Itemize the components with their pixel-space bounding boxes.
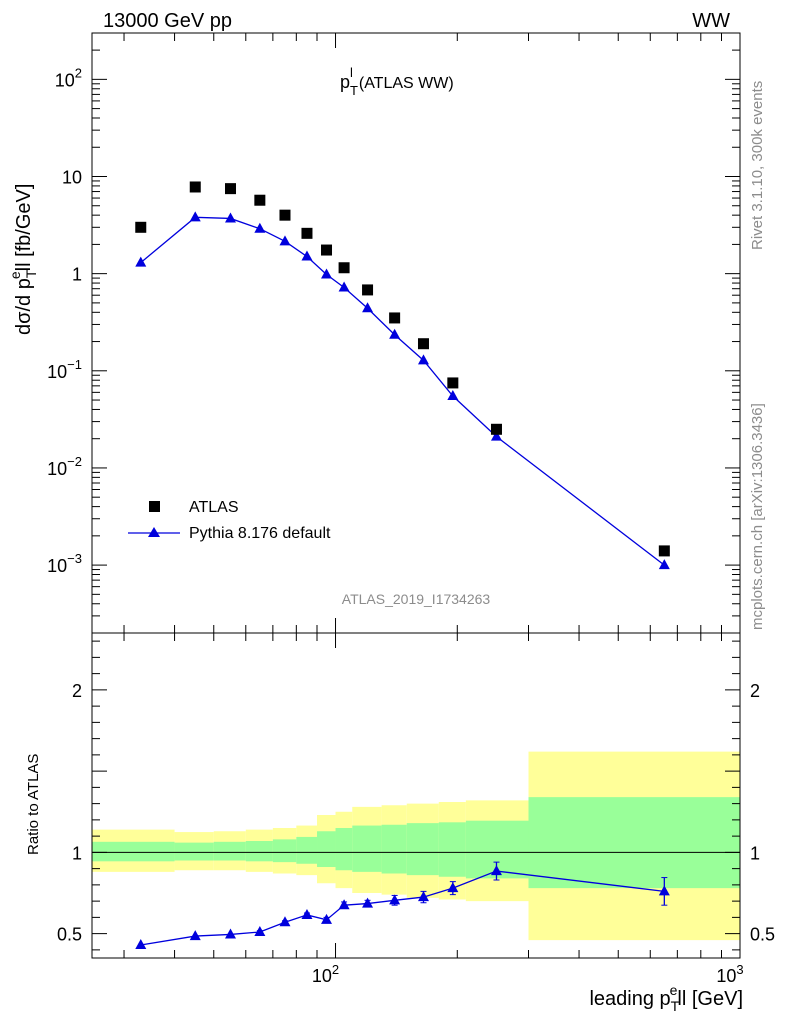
ratio-y-tick-label: 0.5 — [57, 925, 82, 945]
ratio-inner-band — [296, 836, 318, 864]
mc-point — [447, 390, 459, 401]
ratio-inner-band — [438, 822, 466, 877]
ratio-axes: 102 103 0.5 0.5 1 1 2 2 — [57, 633, 775, 986]
main-plot-area — [135, 181, 670, 570]
data-point — [447, 377, 459, 389]
ratio-inner-band — [174, 842, 214, 861]
ratio-mc-point — [417, 891, 429, 902]
ratio-mc-point — [389, 894, 401, 905]
main-ylabel: dσ/d pTell [fb/GeV] — [7, 184, 39, 335]
legend-mc-label: Pythia 8.176 default — [189, 525, 331, 542]
y-tick-label: 10−2 — [47, 454, 82, 479]
mc-point — [338, 281, 350, 292]
data-point — [417, 338, 429, 350]
data-point — [301, 227, 313, 239]
process-label: WW — [692, 10, 730, 32]
ratio-inner-band — [272, 839, 297, 863]
ratio-mc-point — [225, 928, 237, 939]
mc-point — [389, 328, 401, 339]
x-axis-label: leading pTell [GeV] — [589, 982, 743, 1014]
ratio-panel: 102 103 0.5 0.5 1 1 2 2 Ratio to ATLAS leading … — [25, 632, 775, 1014]
ratio-plot-area — [92, 751, 740, 949]
data-point — [362, 284, 374, 296]
y-tick-label: 10−3 — [47, 551, 82, 576]
ratio-frame — [91, 632, 741, 959]
mc-point — [301, 250, 313, 261]
ratio-inner-band — [335, 828, 353, 871]
mc-point — [254, 222, 266, 233]
ratio-mc-point — [189, 930, 201, 941]
legend-data-marker — [149, 501, 160, 512]
mc-point — [189, 211, 201, 222]
data-point — [490, 423, 502, 435]
ratio-inner-band — [381, 824, 407, 874]
data-point — [338, 262, 350, 274]
data-point — [279, 209, 291, 221]
mc-line — [140, 216, 665, 566]
ratio-y-tick-label: 1 — [750, 843, 760, 863]
ratio-inner-band — [406, 823, 439, 876]
ratio-inner-band — [528, 797, 740, 889]
mc-point — [279, 235, 291, 246]
mc-point — [362, 302, 374, 313]
ratio-y-tick-label: 0.5 — [750, 925, 775, 945]
ratio-ylabel: Ratio to ATLAS — [25, 754, 42, 855]
ratio-mc-point — [135, 939, 147, 949]
ratio-mc-point — [279, 916, 291, 927]
x-tick-label: 102 — [312, 962, 339, 986]
ratio-y-tick-label: 1 — [72, 843, 82, 863]
y-tick-label: 10 — [62, 168, 82, 188]
legend-data-label: ATLAS — [189, 499, 239, 516]
y-tick-label: 10−1 — [47, 357, 82, 382]
mc-point — [490, 430, 502, 441]
main-frame — [91, 32, 741, 634]
x-tick-label: 103 — [716, 962, 743, 986]
data-point — [135, 221, 147, 233]
ratio-mc-point — [338, 899, 350, 910]
mc-point — [321, 268, 333, 279]
ratio-inner-band — [213, 841, 246, 861]
ratio-y-tick-label: 2 — [72, 681, 82, 701]
ratio-mc-line — [140, 870, 665, 946]
data-point — [254, 194, 266, 206]
legend-mc-marker — [148, 527, 160, 537]
ratio-mc-point — [447, 882, 459, 893]
main-panel: 10−3 10−2 10−1 1 10 102 pTl(ATLAS WW) ATLAS_2… — [7, 32, 741, 634]
y-tick-label: 1 — [72, 265, 82, 285]
mcplots-label: mcplots.cern.ch [arXiv:1306.3436] — [749, 403, 766, 630]
ratio-inner-band — [317, 831, 336, 867]
ratio-mc-point — [658, 885, 670, 896]
main-title: pTl(ATLAS WW) — [340, 65, 454, 98]
ratio-mc-point — [301, 908, 313, 919]
ratio-mc-point — [321, 913, 333, 924]
mc-point — [135, 256, 147, 267]
ratio-inner-band — [245, 841, 273, 862]
data-point — [321, 244, 333, 256]
legend: ATLAS Pythia 8.176 default — [128, 499, 331, 542]
beam-label: 13000 GeV pp — [103, 10, 232, 32]
rivet-label: Rivet 3.1.10, 300k events — [749, 81, 766, 250]
data-point — [389, 312, 401, 324]
ratio-inner-band — [352, 825, 382, 872]
ratio-y-tick-label: 2 — [750, 681, 760, 701]
data-point — [658, 545, 670, 557]
mc-point — [225, 212, 237, 223]
y-tick-label: 102 — [55, 65, 82, 90]
mc-point — [417, 354, 429, 365]
reference-label: ATLAS_2019_I1734263 — [342, 591, 491, 607]
ratio-inner-band — [92, 841, 175, 862]
data-point — [189, 181, 201, 193]
ratio-mc-point — [254, 926, 266, 936]
mc-point — [658, 559, 670, 570]
ratio-mc-point — [362, 897, 374, 908]
ratio-mc-point — [490, 865, 502, 876]
data-point — [225, 183, 237, 195]
